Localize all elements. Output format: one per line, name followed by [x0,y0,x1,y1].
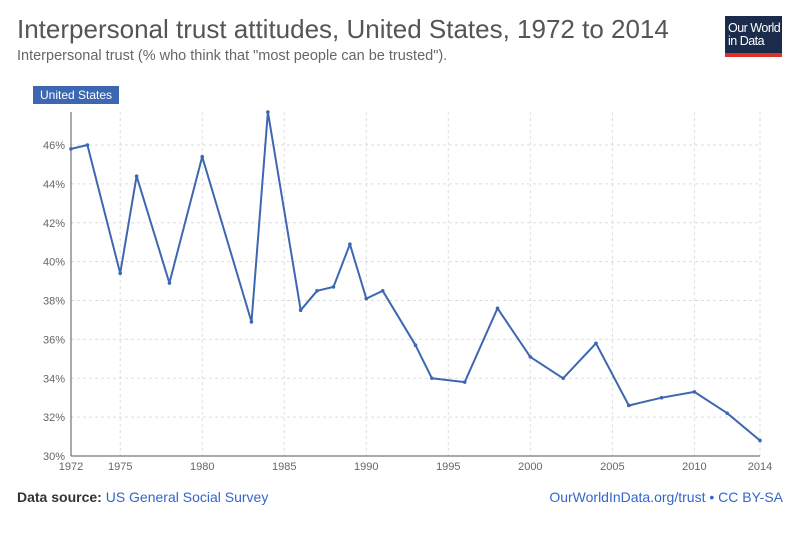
chart-subtitle: Interpersonal trust (% who think that "m… [17,48,448,64]
site-link[interactable]: OurWorldInData.org/trust [549,489,706,505]
source-label: Data source: [17,489,102,505]
data-point[interactable] [200,154,205,159]
axis-layer: 30% 32% 34% 36% 38% 40% 42% 44% 46% 1972 1975 1980 1… [43,112,772,473]
footer-separator: • [709,489,715,505]
data-point[interactable] [758,438,762,443]
x-tick-label: 1990 [354,461,378,473]
data-source: Data source: US General Social Survey [17,489,268,505]
x-tick-label: 2010 [682,461,706,473]
data-point[interactable] [364,296,369,301]
logo-line-2: in Data [728,33,765,48]
data-point[interactable] [462,380,467,384]
y-tick-label: 46% [43,140,65,152]
footer-right: OurWorldInData.org/trust • CC BY-SA [549,489,783,505]
data-point[interactable] [298,308,303,313]
series-layer [69,110,762,443]
owid-logo[interactable]: Our World in Data [725,16,782,57]
data-point[interactable] [594,341,598,346]
y-tick-label: 38% [43,296,65,308]
data-point[interactable] [725,411,729,416]
x-tick-label: 1985 [272,461,296,473]
x-tick-label: 1972 [59,461,83,473]
x-tick-label: 2014 [748,461,772,473]
series-line-united-states[interactable] [70,111,761,442]
source-link[interactable]: US General Social Survey [105,489,269,505]
data-point[interactable] [266,110,270,114]
y-tick-label: 42% [43,218,65,230]
y-tick-label: 30% [43,451,65,463]
data-point[interactable] [315,289,319,293]
license-link[interactable]: CC BY-SA [718,489,783,505]
data-point[interactable] [561,376,565,381]
data-point[interactable] [626,403,631,408]
data-point[interactable] [69,147,73,151]
data-point[interactable] [528,355,533,359]
data-point[interactable] [118,271,123,276]
y-tick-label: 32% [43,412,65,424]
chart-title: Interpersonal trust attitudes, United St… [17,14,669,44]
y-tick-label: 44% [43,179,65,191]
x-tick-label: 1995 [436,461,460,473]
data-point[interactable] [495,306,500,311]
logo-line-1: Our World [728,20,781,35]
data-point[interactable] [249,320,254,324]
y-tick-label: 34% [43,373,65,385]
data-point[interactable] [659,395,664,400]
legend-entry-united-states[interactable]: United States [33,86,120,104]
data-point[interactable] [167,281,172,285]
x-tick-label: 2000 [518,461,542,473]
data-point[interactable] [348,242,352,246]
data-point[interactable] [380,289,385,293]
grid-layer [71,112,761,456]
x-tick-label: 2005 [600,461,624,473]
x-tick-label: 1980 [190,461,214,473]
y-tick-label: 40% [43,257,65,269]
x-tick-label: 1975 [108,461,132,473]
y-tick-label: 36% [43,334,65,346]
data-point[interactable] [331,285,336,289]
data-point[interactable] [413,343,418,348]
data-point[interactable] [692,390,697,394]
data-point[interactable] [85,143,90,147]
data-point[interactable] [134,174,139,178]
data-point[interactable] [430,376,434,381]
